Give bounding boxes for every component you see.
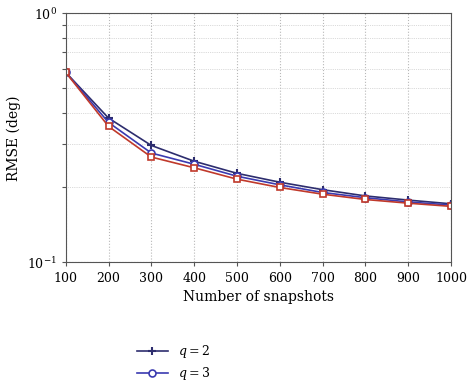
$q = 4$ [234,177,240,181]
$q = 4$ [448,204,454,209]
$q = 2$ [63,70,69,74]
$q = 2$ [277,180,283,185]
$q = 2$ [320,187,326,192]
Y-axis label: RMSE (deg): RMSE (deg) [7,95,21,181]
Legend: $q = 2$, $q = 3$, $q = 4$: $q = 2$, $q = 3$, $q = 4$ [132,339,216,386]
$q = 3$ [234,174,240,178]
$q = 2$ [448,201,454,206]
$q = 3$ [448,203,454,207]
$q = 3$ [363,195,368,200]
$q = 4$ [405,201,411,205]
$q = 3$ [191,162,197,166]
$q = 4$ [320,192,326,196]
Line: $q = 2$: $q = 2$ [62,68,455,208]
$q = 2$ [191,159,197,164]
Line: $q = 3$: $q = 3$ [62,69,455,208]
$q = 4$ [106,124,111,129]
$q = 3$ [148,151,154,155]
$q = 3$ [63,70,69,74]
$q = 3$ [320,190,326,195]
$q = 2$ [106,116,111,120]
$q = 4$ [277,185,283,190]
X-axis label: Number of snapshots: Number of snapshots [183,290,334,304]
$q = 3$ [106,120,111,125]
$q = 4$ [191,166,197,170]
$q = 4$ [363,197,368,202]
$q = 2$ [148,143,154,148]
$q = 2$ [405,198,411,202]
$q = 3$ [405,200,411,204]
$q = 2$ [363,194,368,198]
Line: $q = 4$: $q = 4$ [62,69,455,210]
$q = 2$ [234,171,240,176]
$q = 4$ [148,155,154,159]
$q = 3$ [277,183,283,187]
$q = 4$ [63,70,69,74]
